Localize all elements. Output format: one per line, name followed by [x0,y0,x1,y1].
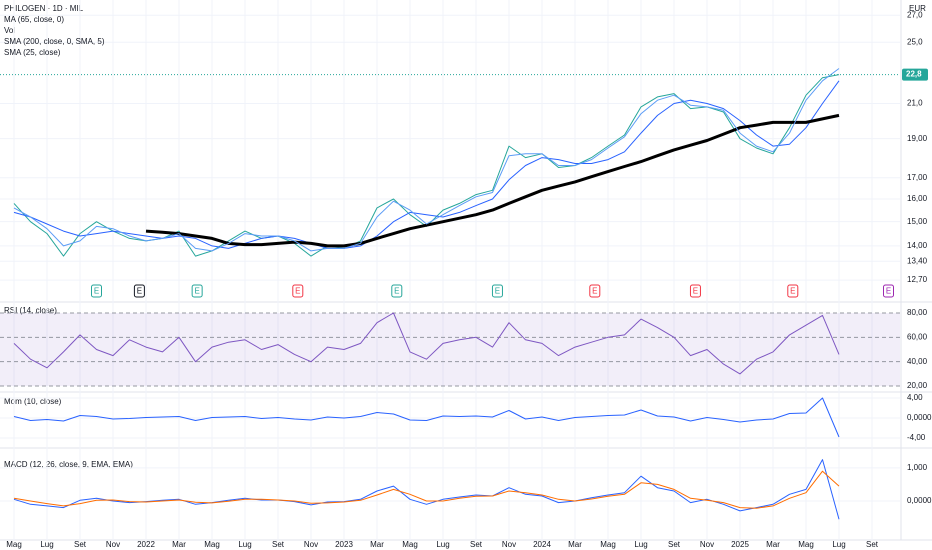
earnings-marker [787,284,799,298]
legend-entry: Vol [4,26,15,35]
y-tick-label: 12,70 [907,275,928,284]
series-line [13,80,840,249]
x-tick-label: Set [74,540,87,549]
earnings-label: E [394,287,399,296]
x-tick-label: Mar [370,540,384,549]
earnings-marker [491,284,503,298]
x-tick-label: Mag [402,540,418,549]
y-tick-label: 40,00 [907,357,928,366]
y-tick-label: 80,00 [907,308,928,317]
earnings-label: E [592,287,597,296]
x-tick-label: Mag [204,540,220,549]
y-tick-label: 15,00 [907,217,928,226]
last-price-label: 22,8 [906,70,922,79]
earnings-marker [292,284,304,298]
y-tick-label: 20,00 [907,381,928,390]
x-tick-label: Set [668,540,681,549]
series-line [13,470,840,509]
y-tick-label: 16,00 [907,194,928,203]
earnings-label: E [137,287,142,296]
y-tick-label: 4,00 [907,393,923,402]
last-price-tag [902,68,928,81]
y-tick-label: 25,0 [907,37,923,46]
pane-title: MACD (12, 26, close, 9, EMA, EMA) [4,460,133,469]
x-tick-label: Mar [766,540,780,549]
pane-title: Mom (10, close) [4,397,62,406]
x-tick-label: Lug [436,540,449,549]
y-tick-label: -4,00 [907,433,926,442]
x-tick-label: Lug [832,540,845,549]
currency: EUR [909,4,926,13]
legend-entry: MA (65, close, 0) [4,15,64,24]
series-line [145,113,840,248]
x-tick-label: 2025 [731,540,749,549]
earnings-marker [191,284,203,298]
y-tick-label: 19,00 [907,134,928,143]
x-tick-label: Nov [304,540,318,549]
y-tick-label: 60,00 [907,332,928,341]
chart-title: PHILOGEN · 1D · MIL [4,4,84,13]
x-tick-label: Nov [502,540,516,549]
y-tick-label: 14,00 [907,241,928,250]
earnings-marker [133,284,145,298]
earnings-label: E [94,287,99,296]
earnings-marker [689,284,701,298]
x-tick-label: Nov [106,540,120,549]
pane-title: RSI (14, close) [4,306,57,315]
x-tick-label: 2024 [533,540,551,549]
x-tick-label: 2023 [335,540,353,549]
y-tick-label: 0,0000 [907,413,932,422]
x-tick-label: Mag [6,540,22,549]
series-line [13,397,840,438]
y-tick-label: 27,0 [907,10,923,19]
y-tick-label: 1,000 [907,463,928,472]
series-line [13,312,840,375]
earnings-label: E [194,287,199,296]
earnings-marker [589,284,601,298]
x-tick-label: Set [470,540,483,549]
earnings-marker [391,284,403,298]
x-tick-label: Lug [238,540,251,549]
earnings-label: E [693,287,698,296]
x-tick-label: Mag [798,540,814,549]
rsi-band [0,312,900,387]
x-tick-label: Lug [634,540,647,549]
x-tick-label: Set [866,540,879,549]
x-tick-label: Lug [40,540,53,549]
series-line [13,68,840,252]
earnings-label: E [790,287,795,296]
x-tick-label: Set [272,540,285,549]
x-tick-label: Nov [700,540,714,549]
y-tick-label: 17,00 [907,173,928,182]
legend-entry: SMA (25, close) [4,48,61,57]
y-tick-label: 21,0 [907,99,923,108]
y-tick-label: 0,0000 [907,496,932,505]
x-tick-label: Mar [568,540,582,549]
y-tick-label: 13,40 [907,256,928,265]
earnings-marker [883,284,894,298]
earnings-label: E [295,287,300,296]
x-tick-label: 2022 [137,540,155,549]
earnings-marker [91,284,102,298]
x-tick-label: Mag [600,540,616,549]
earnings-label: E [886,287,891,296]
x-tick-label: Mar [172,540,186,549]
earnings-label: E [495,287,500,296]
legend-entry: SMA (200, close, 0, SMA, 5) [4,37,105,46]
